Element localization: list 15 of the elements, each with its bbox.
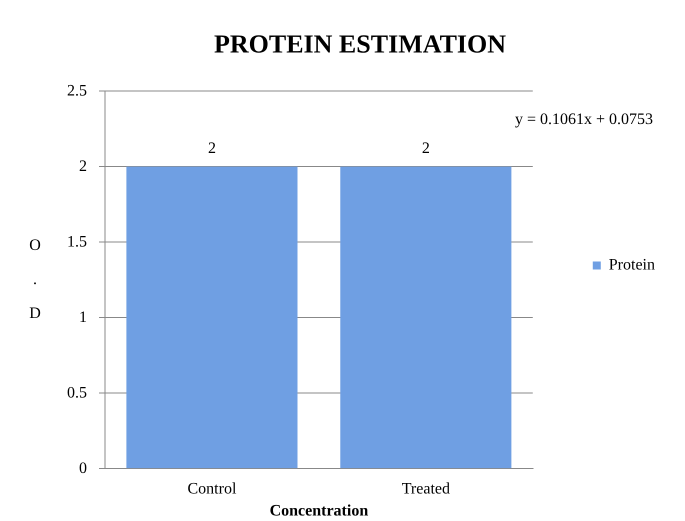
y-tick-label: 1.5 xyxy=(67,233,87,250)
y-tick-label: 2.5 xyxy=(67,82,87,100)
data-label: 2 xyxy=(422,140,430,157)
legend-label: Protein xyxy=(608,256,655,274)
data-label: 2 xyxy=(208,140,216,157)
y-tick-label: 1 xyxy=(79,308,87,326)
y-tick-label: 0.5 xyxy=(67,384,87,402)
y-tick-label: 2 xyxy=(79,158,87,175)
chart-title: PROTEIN ESTIMATION xyxy=(214,29,506,58)
x-axis-title: Concentration xyxy=(270,502,368,520)
annotation: y = 0.1061x + 0.0753 xyxy=(514,111,654,128)
x-tick-label: Control xyxy=(188,480,237,498)
y-tick-label: 0 xyxy=(79,460,87,477)
y-axis-title: O.D xyxy=(29,237,41,322)
x-tick-label: Treated xyxy=(402,480,450,498)
